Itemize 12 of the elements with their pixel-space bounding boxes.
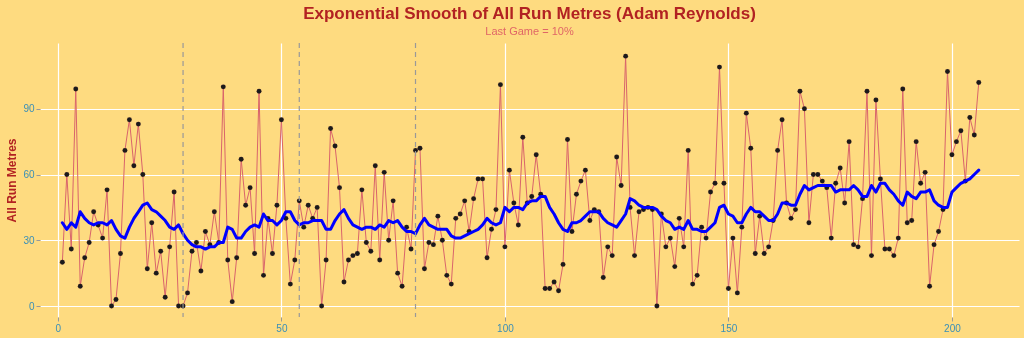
x-tick-label: 0 [55, 322, 62, 334]
x-tick-label: 50 [276, 322, 288, 334]
chart-subtitle: Last Game = 10% [485, 25, 574, 38]
y-tick-label: 90 [23, 103, 35, 115]
x-tick-label: 150 [720, 322, 738, 334]
chart-title: Exponential Smooth of All Run Metres (Adam Reynolds) [303, 4, 756, 24]
y-tick-label: 30 [23, 234, 35, 246]
y-tick-label: 0 [28, 300, 35, 312]
x-tick-label: 100 [497, 322, 515, 334]
y-axis-title: All Run Metres [5, 138, 20, 223]
x-tick-label: 200 [944, 322, 962, 334]
y-tick-label: 60 [23, 169, 35, 181]
